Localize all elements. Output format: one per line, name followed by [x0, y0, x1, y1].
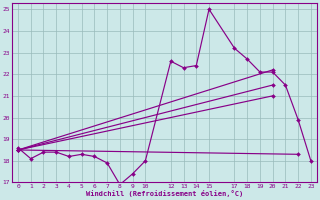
- X-axis label: Windchill (Refroidissement éolien,°C): Windchill (Refroidissement éolien,°C): [86, 190, 243, 197]
